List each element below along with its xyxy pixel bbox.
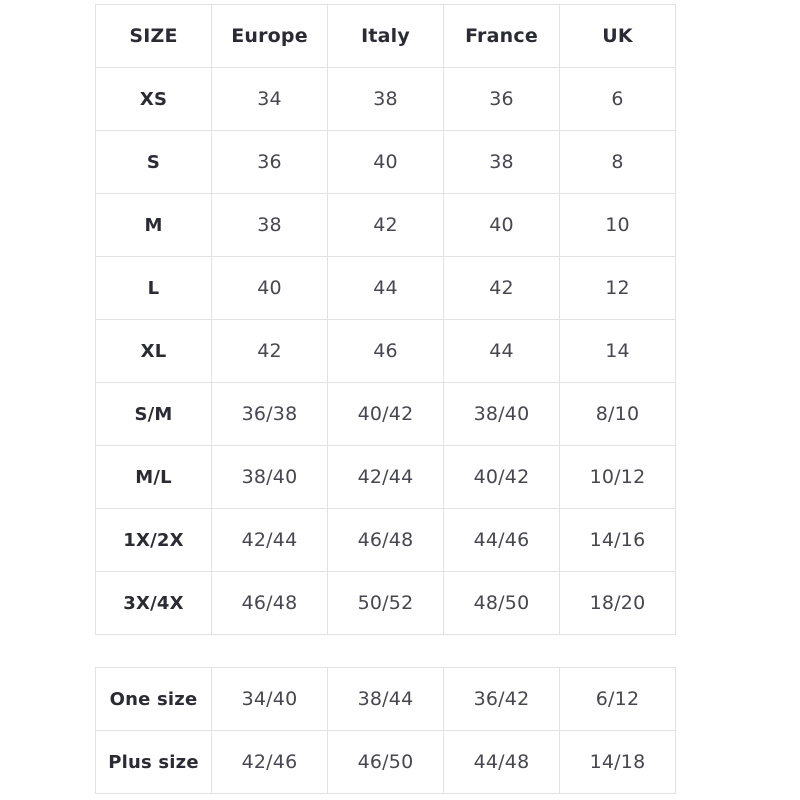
size-value-cell: 34/40 — [211, 667, 328, 731]
table-row-3x-4x: 3X/4X 46/48 50/52 48/50 18/20 — [95, 571, 676, 635]
size-label-cell: Plus size — [95, 730, 212, 794]
size-value-cell: 38 — [443, 130, 560, 194]
size-value-cell: 36/42 — [443, 667, 560, 731]
size-value-cell: 38/40 — [443, 382, 560, 446]
table-row-one-size: One size 34/40 38/44 36/42 6/12 — [95, 667, 676, 731]
column-header-uk: UK — [559, 4, 676, 68]
table-row-plus-size: Plus size 42/46 46/50 44/48 14/18 — [95, 730, 676, 794]
column-header-size: SIZE — [95, 4, 212, 68]
size-label-cell: M/L — [95, 445, 212, 509]
column-header-europe: Europe — [211, 4, 328, 68]
size-value-cell: 38/44 — [327, 667, 444, 731]
header-row: SIZE Europe Italy France UK — [95, 4, 676, 68]
table-row-1x-2x: 1X/2X 42/44 46/48 44/46 14/16 — [95, 508, 676, 572]
size-value-cell: 44 — [327, 256, 444, 320]
size-value-cell: 38 — [327, 67, 444, 131]
size-value-cell: 14/18 — [559, 730, 676, 794]
size-value-cell: 44/46 — [443, 508, 560, 572]
size-value-cell: 8 — [559, 130, 676, 194]
size-value-cell: 10/12 — [559, 445, 676, 509]
size-value-cell: 46 — [327, 319, 444, 383]
column-header-france: France — [443, 4, 560, 68]
size-label-cell: L — [95, 256, 212, 320]
size-value-cell: 14 — [559, 319, 676, 383]
size-value-cell: 42/44 — [327, 445, 444, 509]
size-value-cell: 48/50 — [443, 571, 560, 635]
size-label-cell: XS — [95, 67, 212, 131]
size-value-cell: 40 — [211, 256, 328, 320]
size-table-body: XS 34 38 36 6 S 36 40 38 8 M 38 42 40 10 — [95, 67, 676, 635]
size-label-cell: XL — [95, 319, 212, 383]
size-value-cell: 40 — [443, 193, 560, 257]
column-header-italy: Italy — [327, 4, 444, 68]
table-row-xs: XS 34 38 36 6 — [95, 67, 676, 131]
table-row-s: S 36 40 38 8 — [95, 130, 676, 194]
size-value-cell: 18/20 — [559, 571, 676, 635]
size-value-cell: 14/16 — [559, 508, 676, 572]
size-value-cell: 42 — [327, 193, 444, 257]
size-value-cell: 40/42 — [327, 382, 444, 446]
size-value-cell: 12 — [559, 256, 676, 320]
size-value-cell: 40/42 — [443, 445, 560, 509]
size-value-cell: 46/48 — [327, 508, 444, 572]
size-value-cell: 6 — [559, 67, 676, 131]
size-table-header: SIZE Europe Italy France UK — [95, 4, 676, 68]
size-label-cell: S/M — [95, 382, 212, 446]
size-value-cell: 38/40 — [211, 445, 328, 509]
size-value-cell: 10 — [559, 193, 676, 257]
size-label-cell: 1X/2X — [95, 508, 212, 572]
table-row-m-l: M/L 38/40 42/44 40/42 10/12 — [95, 445, 676, 509]
special-sizes-table-body: One size 34/40 38/44 36/42 6/12 Plus siz… — [95, 667, 676, 794]
table-row-l: L 40 44 42 12 — [95, 256, 676, 320]
size-value-cell: 44 — [443, 319, 560, 383]
size-label-cell: S — [95, 130, 212, 194]
size-value-cell: 42/44 — [211, 508, 328, 572]
size-value-cell: 38 — [211, 193, 328, 257]
size-value-cell: 36 — [443, 67, 560, 131]
special-sizes-table: One size 34/40 38/44 36/42 6/12 Plus siz… — [95, 667, 676, 794]
size-value-cell: 46/50 — [327, 730, 444, 794]
size-value-cell: 50/52 — [327, 571, 444, 635]
size-value-cell: 44/48 — [443, 730, 560, 794]
table-row-s-m: S/M 36/38 40/42 38/40 8/10 — [95, 382, 676, 446]
size-value-cell: 8/10 — [559, 382, 676, 446]
size-label-cell: One size — [95, 667, 212, 731]
size-value-cell: 42/46 — [211, 730, 328, 794]
table-row-m: M 38 42 40 10 — [95, 193, 676, 257]
table-row-xl: XL 42 46 44 14 — [95, 319, 676, 383]
size-label-cell: 3X/4X — [95, 571, 212, 635]
size-value-cell: 40 — [327, 130, 444, 194]
size-value-cell: 42 — [443, 256, 560, 320]
size-value-cell: 6/12 — [559, 667, 676, 731]
size-conversion-table: SIZE Europe Italy France UK XS 34 38 36 … — [95, 4, 676, 635]
size-value-cell: 46/48 — [211, 571, 328, 635]
size-value-cell: 36/38 — [211, 382, 328, 446]
size-label-cell: M — [95, 193, 212, 257]
size-value-cell: 34 — [211, 67, 328, 131]
size-value-cell: 36 — [211, 130, 328, 194]
size-value-cell: 42 — [211, 319, 328, 383]
